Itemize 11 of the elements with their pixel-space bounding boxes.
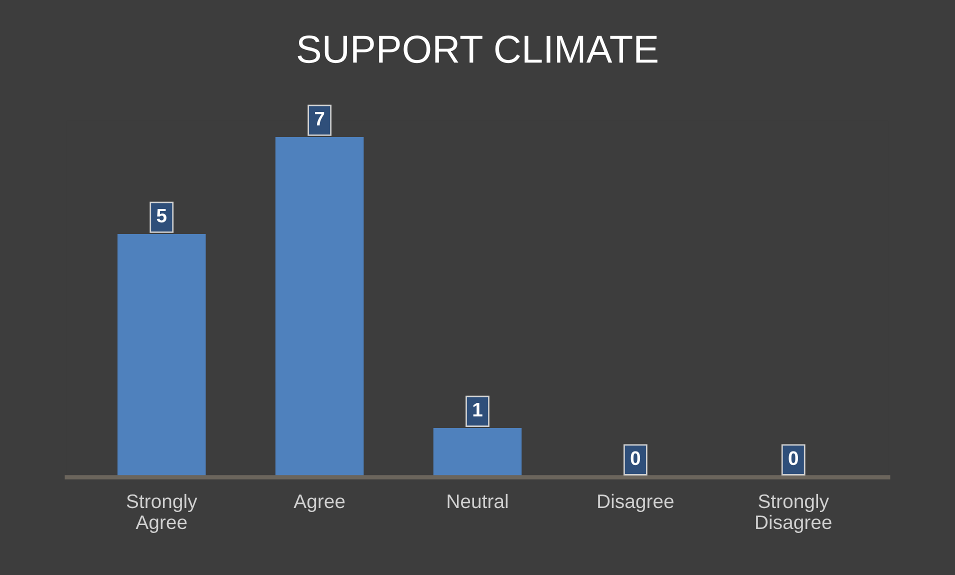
data-label: 1 <box>473 403 482 416</box>
data-label: 0 <box>788 451 798 466</box>
x-tick-label: Strongly Disagree <box>756 494 832 533</box>
chart-title: SUPPORT CLIMATE <box>298 36 658 64</box>
x-tick-label: Agree <box>294 494 345 512</box>
data-label: 0 <box>630 451 640 466</box>
x-tick-label: Neutral <box>448 494 508 508</box>
data-label: 7 <box>314 112 324 126</box>
x-tick-label: Disagree <box>598 494 674 512</box>
x-tick-label: Strongly Agree <box>126 494 198 533</box>
data-label: 5 <box>156 208 166 223</box>
